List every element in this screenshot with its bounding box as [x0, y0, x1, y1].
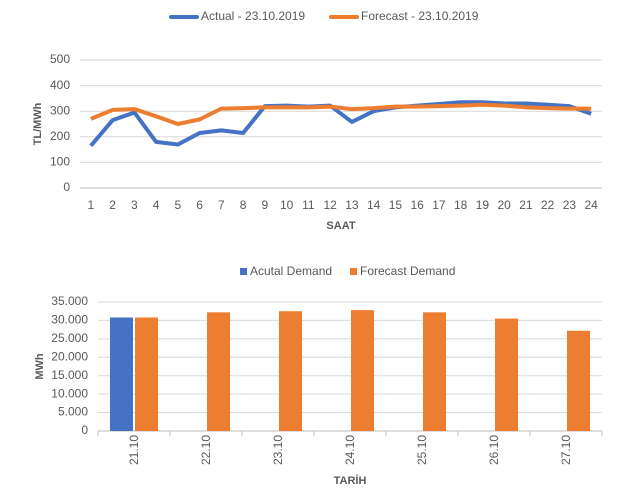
y-tick-label: 25.000 [51, 331, 88, 345]
bar [207, 312, 231, 431]
x-tick-label: 4 [153, 198, 160, 212]
x-tick-label: 23 [563, 198, 577, 212]
y-axis-title: TL/MWh [32, 102, 44, 145]
legend-label: Actual - 23.10.2019 [201, 9, 305, 23]
y-tick-label: 500 [50, 52, 70, 66]
y-axis-title: MWh [34, 353, 46, 380]
legend-label: Acutal Demand [250, 264, 332, 278]
x-tick-label: 14 [367, 198, 381, 212]
x-tick-label: 20 [497, 198, 511, 212]
x-tick-label: 6 [196, 198, 203, 212]
x-tick-label: 15 [389, 198, 403, 212]
x-tick-label: 16 [410, 198, 424, 212]
x-tick-label: 25.10 [415, 435, 429, 465]
legend-label: Forecast Demand [360, 264, 455, 278]
x-tick-label: 24.10 [343, 435, 357, 465]
x-tick-label: 21 [519, 198, 533, 212]
x-tick-label: 27.10 [559, 435, 573, 465]
y-tick-label: 0 [81, 423, 88, 437]
y-tick-label: 10.000 [51, 386, 88, 400]
y-tick-label: 100 [50, 155, 70, 169]
x-tick-label: 13 [345, 198, 359, 212]
x-tick-label: 19 [476, 198, 490, 212]
x-tick-label: 21.10 [127, 435, 141, 465]
x-tick-label: 24 [584, 198, 598, 212]
x-tick-label: 2 [109, 198, 116, 212]
y-tick-label: 20.000 [51, 349, 88, 363]
x-tick-label: 22.10 [199, 435, 213, 465]
x-tick-label: 22 [541, 198, 555, 212]
y-tick-label: 5.000 [58, 405, 88, 419]
bar [109, 317, 133, 431]
line-series [90, 102, 592, 126]
x-tick-label: 12 [323, 198, 337, 212]
y-tick-label: 200 [50, 129, 70, 143]
x-tick-label: 5 [175, 198, 182, 212]
bar [279, 311, 303, 431]
x-tick-label: 17 [432, 198, 446, 212]
x-tick-label: 11 [302, 198, 315, 212]
y-tick-label: 300 [50, 103, 70, 117]
x-tick-label: 10 [280, 198, 294, 212]
y-tick-label: 0 [63, 180, 70, 194]
bar [567, 330, 591, 431]
line-series [89, 100, 592, 148]
x-tick-label: 8 [240, 198, 247, 212]
x-tick-label: 9 [262, 198, 269, 212]
x-tick-label: 26.10 [487, 435, 501, 465]
x-tick-label: 23.10 [271, 435, 285, 465]
bar [351, 310, 375, 431]
x-tick-label: 1 [88, 198, 95, 212]
y-tick-label: 15.000 [51, 368, 88, 382]
x-axis-title: TARİH [334, 474, 367, 487]
y-tick-label: 400 [50, 78, 70, 92]
y-tick-label: 30.000 [51, 313, 88, 327]
x-axis-title: SAAT [326, 220, 355, 232]
x-tick-label: 7 [218, 198, 225, 212]
legend-swatch [240, 268, 247, 275]
y-tick-label: 35.000 [51, 294, 88, 308]
bar [135, 317, 159, 431]
x-tick-label: 18 [454, 198, 468, 212]
legend-label: Forecast - 23.10.2019 [361, 9, 479, 23]
bar [423, 312, 447, 431]
legend-swatch [350, 268, 357, 275]
bar [495, 318, 519, 431]
x-tick-label: 3 [131, 198, 138, 212]
